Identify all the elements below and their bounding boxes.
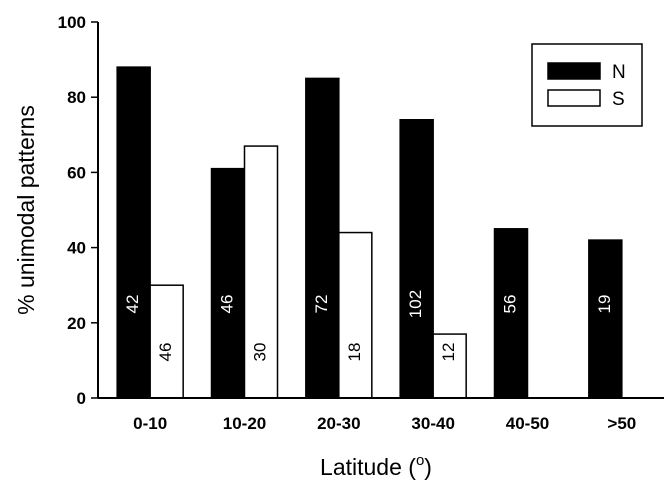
x-tick-label: 20-30 bbox=[317, 414, 360, 433]
x-axis-ticks: 0-10 10-20 20-30 30-40 40-50 >50 bbox=[133, 414, 636, 433]
bar-count-label: 56 bbox=[500, 295, 519, 314]
x-tick-label: 10-20 bbox=[223, 414, 266, 433]
legend: N S bbox=[531, 43, 643, 127]
bar-n bbox=[305, 77, 340, 399]
bar-count-label: 18 bbox=[345, 343, 364, 362]
bar-s bbox=[149, 284, 184, 399]
x-tick-label: 0-10 bbox=[133, 414, 167, 433]
y-axis-ticks: 0 20 40 60 80 100 bbox=[58, 13, 98, 408]
legend-label-n: N bbox=[612, 62, 626, 83]
x-tick-label: >50 bbox=[607, 414, 636, 433]
y-axis-title: % unimodal patterns bbox=[13, 105, 39, 315]
legend-swatch-n bbox=[547, 62, 601, 80]
bar-n bbox=[399, 119, 434, 399]
y-tick-label: 40 bbox=[67, 239, 86, 258]
bar-labels: 42 46 46 30 72 18 102 12 56 19 bbox=[123, 290, 614, 362]
legend-label-s: S bbox=[612, 89, 625, 110]
bar-n bbox=[588, 239, 623, 399]
legend-swatch-s bbox=[547, 89, 601, 107]
x-tick-label: 30-40 bbox=[411, 414, 454, 433]
y-tick-label: 60 bbox=[67, 163, 86, 182]
bar-n bbox=[210, 167, 246, 399]
bar-count-label: 46 bbox=[156, 343, 175, 362]
bar-s bbox=[338, 231, 373, 399]
bar-count-label: 30 bbox=[250, 343, 269, 362]
bars bbox=[116, 66, 623, 399]
bar-count-label: 12 bbox=[439, 343, 458, 362]
x-tick-label: 40-50 bbox=[506, 414, 549, 433]
y-tick-label: 20 bbox=[67, 314, 86, 333]
bar-count-label: 46 bbox=[217, 295, 236, 314]
bar-count-label: 102 bbox=[406, 290, 425, 318]
bar-count-label: 72 bbox=[312, 295, 331, 314]
y-tick-label: 100 bbox=[58, 13, 86, 32]
bar-count-label: 42 bbox=[123, 295, 142, 314]
y-tick-label: 80 bbox=[67, 88, 86, 107]
bar-s bbox=[432, 333, 467, 399]
bar-count-label: 19 bbox=[595, 295, 614, 314]
bar-n bbox=[116, 66, 151, 399]
x-axis-title-close: ) bbox=[424, 454, 432, 480]
x-axis-title-main: Latitude ( bbox=[320, 454, 416, 480]
legend-box bbox=[531, 43, 643, 127]
y-tick-label: 0 bbox=[77, 389, 86, 408]
x-axis-title: Latitude (o) bbox=[320, 452, 432, 480]
x-axis-title-superscript: o bbox=[416, 452, 424, 469]
